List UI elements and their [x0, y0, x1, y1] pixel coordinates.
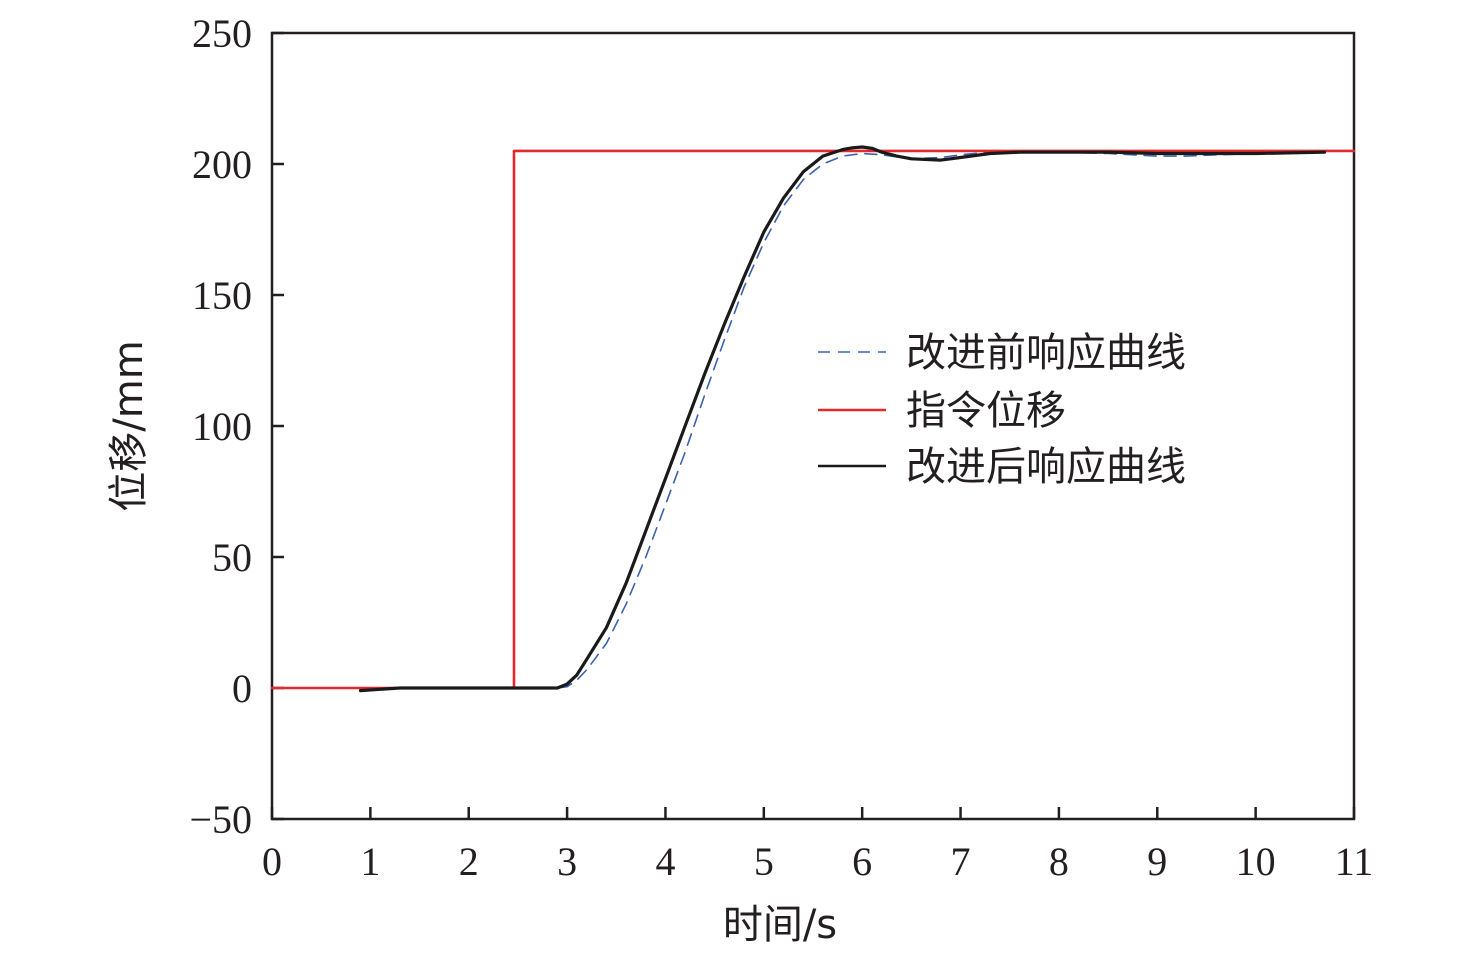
x-tick-label: 0: [262, 839, 282, 884]
legend-label: 改进前响应曲线: [906, 330, 1186, 376]
x-tick-label: 10: [1236, 839, 1276, 884]
legend-item-after: 改进后响应曲线: [818, 444, 1186, 490]
y-tick-label: 200: [192, 142, 252, 187]
legend-label: 指令位移: [906, 388, 1066, 434]
y-tick-label: 50: [212, 535, 252, 580]
legend-item-command: 指令位移: [818, 388, 1066, 434]
x-tick-label: 11: [1335, 839, 1374, 884]
y-axis: −50 0 50 100 150 200 250: [189, 11, 284, 842]
y-tick-label: 250: [192, 11, 252, 56]
legend-label: 改进后响应曲线: [906, 444, 1186, 490]
y-tick-label: 0: [232, 666, 252, 711]
series-after-improvement-line: [358, 145, 1327, 693]
x-tick-label: 1: [360, 839, 380, 884]
x-tick-label: 2: [459, 839, 479, 884]
y-axis-title: 位移/mm: [106, 340, 152, 511]
x-tick-label: 7: [951, 839, 971, 884]
x-tick-label: 3: [557, 839, 577, 884]
x-axis-title: 时间/s: [723, 902, 837, 948]
x-tick-label: 9: [1147, 839, 1167, 884]
y-tick-label: −50: [189, 797, 252, 842]
series-command-displacement-line: [270, 149, 1356, 690]
x-tick-label: 4: [655, 839, 675, 884]
x-tick-label: 8: [1049, 839, 1069, 884]
series-before-improvement-line: [359, 150, 1326, 692]
x-tick-label: 5: [754, 839, 774, 884]
x-tick-label: 6: [852, 839, 872, 884]
y-tick-label: 150: [192, 273, 252, 318]
legend-item-before: 改进前响应曲线: [818, 330, 1186, 376]
x-axis: 0 1 2 3 4 5 6 7 8 9 10 11: [262, 807, 1373, 884]
y-tick-label: 100: [192, 404, 252, 449]
series-layer: [270, 145, 1356, 693]
